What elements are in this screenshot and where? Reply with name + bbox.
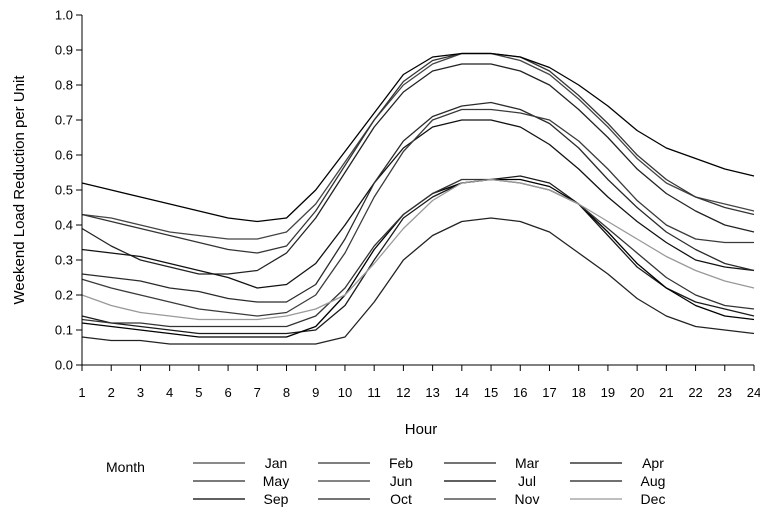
- legend-label-mar: Mar: [515, 455, 539, 471]
- x-tick-label: 13: [425, 385, 439, 400]
- x-tick-label: 1: [78, 385, 85, 400]
- plot-area: [81, 52, 755, 345]
- x-tick-label: 22: [688, 385, 702, 400]
- x-tick-label: 12: [396, 385, 410, 400]
- series-line-aug: [81, 175, 755, 335]
- legend-label-feb: Feb: [389, 455, 413, 471]
- legend-label-aug: Aug: [641, 473, 666, 489]
- x-tick-label: 23: [718, 385, 732, 400]
- x-tick-label: 19: [601, 385, 615, 400]
- series-line-mar: [81, 63, 755, 275]
- x-tick-label: 14: [455, 385, 469, 400]
- x-tick-label: 5: [195, 385, 202, 400]
- y-tick-label: 0.5: [55, 183, 73, 198]
- legend-label-may: May: [263, 473, 289, 489]
- series-line-apr: [81, 119, 755, 289]
- x-axis-title: Hour: [405, 421, 438, 438]
- y-tick-label: 1.0: [55, 8, 73, 23]
- legend-label-jul: Jul: [518, 473, 536, 489]
- legend-title: Month: [106, 459, 145, 475]
- series-line-feb: [81, 52, 755, 254]
- series-line-nov: [81, 178, 755, 328]
- x-tick-label: 9: [312, 385, 319, 400]
- x-tick-label: 17: [542, 385, 556, 400]
- series-line-jan: [81, 52, 755, 240]
- x-tick-label: 10: [338, 385, 352, 400]
- x-tick-label: 4: [166, 385, 173, 400]
- legend: Month Jan Feb Mar Apr May Jun Jul Aug Sep Oct Nov D…: [106, 455, 665, 507]
- y-tick-label: 0.0: [55, 358, 73, 373]
- x-tick-label: 8: [283, 385, 290, 400]
- legend-label-nov: Nov: [515, 491, 540, 507]
- y-tick-label: 0.8: [55, 78, 73, 93]
- x-tick-label: 3: [137, 385, 144, 400]
- y-tick-label: 0.3: [55, 253, 73, 268]
- series-line-dec: [81, 178, 755, 321]
- axes: 0.00.10.20.30.40.50.60.70.80.91.01 2 3 4 5 6 7…: [55, 8, 760, 401]
- x-tick-label: 6: [224, 385, 231, 400]
- series-line-sep: [81, 178, 755, 338]
- legend-label-dec: Dec: [641, 491, 666, 507]
- series-line-oct: [81, 217, 755, 345]
- x-tick-label: 16: [513, 385, 527, 400]
- y-tick-label: 0.2: [55, 288, 73, 303]
- x-tick-label: 2: [108, 385, 115, 400]
- y-tick-label: 0.4: [55, 218, 73, 233]
- series-line-may: [81, 101, 755, 303]
- y-tick-label: 0.1: [55, 323, 73, 338]
- x-tick-label: 15: [484, 385, 498, 400]
- x-tick-label: 20: [630, 385, 644, 400]
- x-tick-label: 7: [254, 385, 261, 400]
- legend-label-jan: Jan: [265, 455, 288, 471]
- y-axis-title: Weekend Load Reduction per Unit: [11, 75, 28, 305]
- series-line-jul: [81, 52, 755, 223]
- legend-label-apr: Apr: [642, 455, 664, 471]
- x-tick-label: 18: [571, 385, 585, 400]
- x-tick-label: 24: [747, 385, 760, 400]
- legend-label-oct: Oct: [390, 491, 412, 507]
- legend-label-sep: Sep: [264, 491, 289, 507]
- legend-label-jun: Jun: [390, 473, 413, 489]
- y-tick-label: 0.6: [55, 148, 73, 163]
- x-tick-label: 11: [367, 385, 381, 400]
- y-tick-label: 0.7: [55, 113, 73, 128]
- series-line-jun: [81, 108, 754, 317]
- x-tick-label: 21: [659, 385, 673, 400]
- y-tick-label: 0.9: [55, 43, 73, 58]
